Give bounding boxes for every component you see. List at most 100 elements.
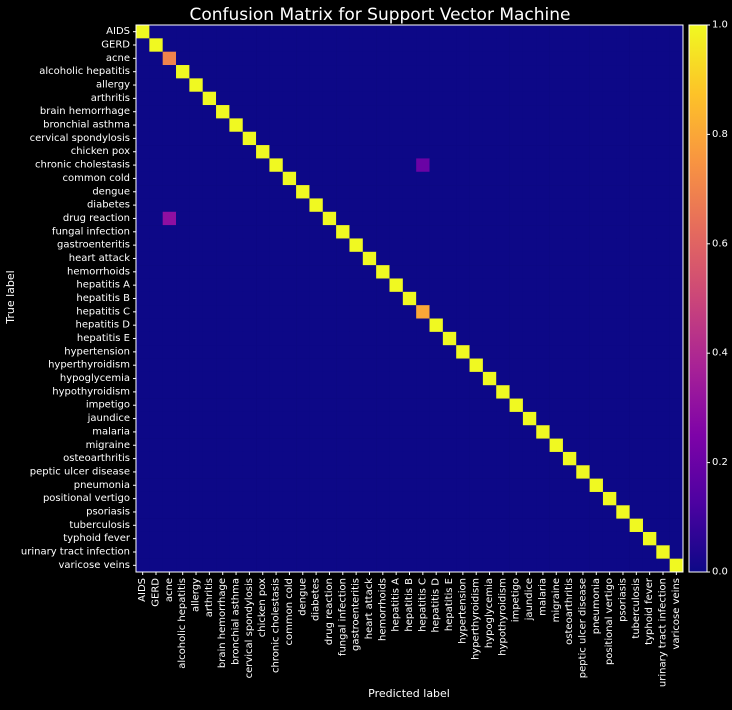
y-tick-label: chronic cholestasis <box>35 160 130 171</box>
matrix-cell-23-7 <box>229 331 244 346</box>
matrix-cell-18-33 <box>576 265 590 279</box>
matrix-cell-24-38 <box>642 345 657 359</box>
matrix-cell-10-34 <box>589 158 604 173</box>
matrix-cell-26-21 <box>416 371 430 386</box>
matrix-cell-23-4 <box>189 331 204 346</box>
matrix-cell-32-1 <box>149 451 163 466</box>
matrix-cell-23-38 <box>642 331 657 346</box>
matrix-cell-14-26 <box>482 211 497 226</box>
matrix-cell-38-32 <box>562 531 577 546</box>
matrix-cell-31-17 <box>362 438 377 453</box>
matrix-cell-36-1 <box>149 505 163 519</box>
matrix-cell-29-30 <box>536 411 550 426</box>
matrix-cell-25-19 <box>389 358 404 373</box>
matrix-cell-34-36 <box>616 478 630 493</box>
matrix-cell-33-12 <box>296 465 310 479</box>
matrix-cell-23-24 <box>456 331 470 346</box>
y-tick-label: arthritis <box>91 93 130 104</box>
matrix-cell-6-39 <box>656 105 670 119</box>
matrix-cell-4-3 <box>176 78 190 93</box>
matrix-cell-6-2 <box>162 105 177 119</box>
matrix-cell-33-30 <box>536 465 550 479</box>
matrix-cell-8-38 <box>642 131 657 146</box>
matrix-cell-25-0 <box>136 358 150 373</box>
matrix-cell-23-2 <box>162 331 177 346</box>
matrix-cell-17-2 <box>162 251 177 266</box>
matrix-cell-14-29 <box>522 211 537 226</box>
matrix-cell-28-14 <box>322 398 337 413</box>
matrix-cell-35-25 <box>469 491 484 506</box>
matrix-cell-33-21 <box>416 465 430 479</box>
x-tick-label: tuberculosis <box>631 578 642 639</box>
matrix-cell-7-26 <box>482 118 497 133</box>
matrix-cell-18-7 <box>229 265 244 279</box>
matrix-cell-20-19 <box>389 291 404 306</box>
matrix-cell-11-9 <box>256 171 270 186</box>
matrix-cell-0-28 <box>509 25 524 39</box>
matrix-cell-0-32 <box>562 25 577 39</box>
matrix-cell-27-31 <box>549 385 564 399</box>
matrix-cell-0-17 <box>362 25 377 39</box>
matrix-cell-1-16 <box>349 38 364 52</box>
matrix-cell-25-6 <box>216 358 230 373</box>
matrix-cell-40-19 <box>389 558 404 573</box>
matrix-cell-6-19 <box>389 105 404 119</box>
matrix-cell-30-30 <box>536 425 550 439</box>
matrix-cell-19-26 <box>482 278 497 293</box>
matrix-cell-36-14 <box>322 505 337 519</box>
matrix-cell-8-1 <box>149 131 163 146</box>
matrix-cell-20-36 <box>616 291 630 306</box>
matrix-cell-19-23 <box>442 278 457 293</box>
matrix-cell-19-7 <box>229 278 244 293</box>
matrix-cell-14-23 <box>442 211 457 226</box>
matrix-cell-30-2 <box>162 425 177 439</box>
matrix-cell-34-18 <box>376 478 390 493</box>
matrix-cell-2-22 <box>429 51 444 66</box>
matrix-cell-40-10 <box>269 558 284 573</box>
matrix-cell-22-36 <box>616 318 630 333</box>
matrix-cell-2-35 <box>602 51 617 66</box>
matrix-cell-8-5 <box>202 131 217 146</box>
matrix-cell-40-4 <box>189 558 204 573</box>
matrix-cell-39-2 <box>162 545 177 559</box>
matrix-cell-39-9 <box>256 545 270 559</box>
y-tick-label: hepatitis C <box>76 306 130 317</box>
matrix-cell-0-5 <box>202 25 217 39</box>
matrix-cell-3-8 <box>242 65 257 79</box>
matrix-cell-35-40 <box>669 491 684 506</box>
matrix-cell-22-38 <box>642 318 657 333</box>
matrix-cell-26-0 <box>136 371 150 386</box>
matrix-cell-2-27 <box>496 51 510 66</box>
matrix-cell-20-35 <box>602 291 617 306</box>
matrix-cell-37-14 <box>322 518 337 533</box>
matrix-cell-25-28 <box>509 358 524 373</box>
matrix-cell-20-29 <box>522 291 537 306</box>
matrix-cell-25-15 <box>336 358 350 373</box>
matrix-cell-4-26 <box>482 78 497 93</box>
x-tick-label: malaria <box>537 578 548 616</box>
colorbar-ticks: 0.00.20.40.60.81.0 <box>707 20 728 578</box>
matrix-cell-18-18 <box>376 265 390 279</box>
matrix-cell-9-10 <box>269 145 284 159</box>
matrix-cell-22-23 <box>442 318 457 333</box>
matrix-cell-32-12 <box>296 451 310 466</box>
matrix-cell-17-29 <box>522 251 537 266</box>
x-tick-label: osteoarthritis <box>564 578 575 645</box>
matrix-cell-11-7 <box>229 171 244 186</box>
matrix-cell-6-16 <box>349 105 364 119</box>
matrix-cell-31-20 <box>402 438 417 453</box>
matrix-cell-5-7 <box>229 91 244 106</box>
matrix-cell-4-31 <box>549 78 564 93</box>
matrix-cell-34-35 <box>602 478 617 493</box>
matrix-cell-23-12 <box>296 331 310 346</box>
matrix-cell-21-8 <box>242 305 257 319</box>
matrix-cell-35-33 <box>576 491 590 506</box>
matrix-cell-31-0 <box>136 438 150 453</box>
matrix-cell-26-13 <box>309 371 324 386</box>
matrix-cell-5-16 <box>349 91 364 106</box>
matrix-cell-35-11 <box>282 491 297 506</box>
matrix-cell-22-33 <box>576 318 590 333</box>
matrix-cell-9-1 <box>149 145 163 159</box>
matrix-cell-24-16 <box>349 345 364 359</box>
matrix-cell-7-10 <box>269 118 284 133</box>
